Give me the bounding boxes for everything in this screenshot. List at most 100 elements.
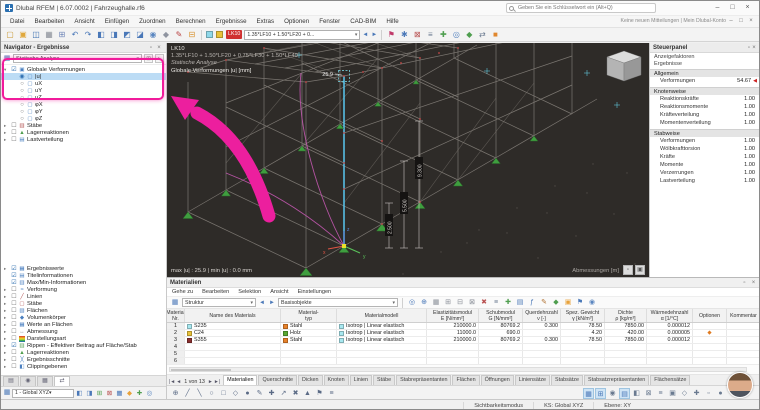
save-icon[interactable]: ◫ [32, 29, 40, 39]
flag-icon[interactable]: ⚑ [576, 298, 584, 306]
mdi-restore-button[interactable]: □ [739, 18, 743, 24]
fit-view-button[interactable]: ▫ [623, 265, 633, 275]
snap-off-icon[interactable]: ⊠ [645, 389, 652, 397]
plus-icon[interactable]: ✚ [693, 389, 700, 397]
tree-item[interactable]: ▾ ☑ ▣ Globale Verformungen [1, 66, 166, 74]
checkbox[interactable]: ☐ [11, 336, 17, 342]
target-icon[interactable]: ◎ [452, 29, 460, 39]
checkbox[interactable]: ☐ [11, 130, 17, 136]
maximize-button[interactable]: □ [730, 4, 735, 11]
expander-icon[interactable]: ▸ [4, 349, 7, 355]
table-row[interactable]: 5 [167, 351, 759, 358]
expander-icon[interactable]: ▸ [4, 335, 7, 341]
expander-icon[interactable]: ▸ [4, 265, 7, 271]
minimize-button[interactable]: – [715, 4, 720, 11]
frame-icon[interactable]: ▣ [669, 389, 676, 397]
menu-item[interactable]: CAD-BIM [350, 18, 377, 25]
open-icon[interactable]: ▣ [19, 29, 27, 39]
edit-icon[interactable]: ✎ [175, 29, 183, 39]
nav-tab-results[interactable]: ⇄ [54, 376, 70, 386]
snap-grid-icon[interactable]: ▦ [583, 387, 594, 399]
expander-icon[interactable]: ▸ [4, 286, 7, 292]
view-iso-icon[interactable]: ◪ [136, 29, 144, 39]
factor-row[interactable]: Knotenweise [650, 87, 759, 95]
star-icon[interactable]: ✱ [401, 29, 408, 39]
tree-item[interactable]: ▸ ☐ ↔ Abmessung [1, 328, 166, 336]
navigator-expand-button[interactable]: ▸ [155, 54, 164, 63]
mdi-minimize-button[interactable]: – [729, 18, 733, 24]
diamond-icon[interactable]: ◇ [681, 389, 688, 397]
table-category-select[interactable]: Basisobjekte ▾ [278, 298, 398, 307]
render-mode-icon[interactable]: ◆ [162, 29, 170, 39]
expander-icon[interactable]: ▸ [4, 300, 7, 306]
checkbox[interactable]: ☐ [11, 123, 17, 129]
menu-item[interactable]: Einfügen [104, 18, 130, 25]
table-tab[interactable]: Stabsätze [551, 375, 583, 385]
new-file-icon[interactable]: ▢ [6, 29, 14, 39]
table-tab[interactable]: Öffnungen [480, 375, 514, 385]
draw-arc-icon[interactable]: ○ [209, 389, 214, 397]
expander-icon[interactable]: ▸ [4, 363, 7, 369]
table-tab[interactable]: Linien [349, 375, 372, 385]
next-table-button[interactable]: ► [269, 299, 275, 306]
mdi-close-button[interactable]: × [749, 18, 753, 24]
checkbox[interactable]: ☐ [11, 357, 17, 363]
checkbox[interactable]: ☑ [11, 273, 17, 279]
table-view-icon[interactable]: ▤ [516, 298, 524, 306]
checkbox[interactable]: ☐ [11, 308, 17, 314]
checkbox[interactable]: ○ [20, 87, 24, 94]
zoom-in-icon[interactable]: ⊞ [96, 389, 103, 397]
draw-line-icon[interactable]: ╱ [185, 389, 190, 397]
checkbox[interactable]: ☐ [11, 364, 17, 370]
table-row[interactable]: 2 C24 Holz Isotrop | Linear elastisch 11… [167, 330, 759, 337]
tree-item[interactable]: ○ ▢ uY [1, 87, 166, 94]
materials-menu-item[interactable]: Einstellungen [297, 289, 332, 295]
next-loadcase-button[interactable]: ► [371, 31, 378, 38]
tree-item[interactable]: ▸ ☐ Darstellungsart [1, 335, 166, 342]
add-view-icon[interactable]: ✚ [136, 389, 143, 397]
find-icon[interactable]: ◎ [408, 298, 416, 306]
materials-menu-item[interactable]: Selektion [238, 289, 262, 295]
copy-icon[interactable]: ⊞ [58, 29, 66, 39]
factor-row[interactable]: Lastverteilung 1.00 [650, 177, 759, 185]
draw-list-icon[interactable]: ≡ [329, 389, 334, 397]
factor-row[interactable]: Verformungen 1.00 [650, 137, 759, 145]
table-tab[interactable]: Dicken [298, 375, 323, 385]
factor-value[interactable]: 1.00 [744, 112, 755, 118]
factor-value[interactable]: 1.00 [744, 104, 755, 110]
menu-item[interactable]: Fenster [319, 18, 341, 25]
first-page-button[interactable]: |◄ [169, 379, 176, 385]
tree-item[interactable]: ▸ ☐ ▢ Stäbe [1, 300, 166, 308]
tree-item[interactable]: ☑ ▤ Titelinformationen [1, 272, 166, 280]
table-group-select[interactable]: Struktur ▾ [182, 298, 256, 307]
tree-item[interactable]: ▸ ☐ ▲ Lagerreaktionen [1, 349, 166, 357]
view-yz-icon[interactable]: ◩ [123, 29, 131, 39]
user-avatar[interactable] [727, 372, 753, 398]
materials-menu-item[interactable]: Bearbeiten [202, 289, 230, 295]
load-combination-select[interactable]: 1.35*LF10 + 1.50*LF20 + 0... ▾ [244, 29, 361, 40]
tree-item[interactable]: ○ ▢ φY [1, 108, 166, 115]
delete-row-icon[interactable]: ⊠ [469, 298, 475, 306]
draw-tri-icon[interactable]: ▲ [304, 389, 311, 397]
redo-icon[interactable]: ↷ [84, 29, 92, 39]
prev-page-button[interactable]: ◄ [176, 379, 182, 385]
menu-item[interactable]: Ansicht [74, 18, 95, 25]
factor-value[interactable]: 1.00 [744, 146, 755, 152]
tree-item[interactable]: ▸ ☐ ◆ Volumenkörper [1, 314, 166, 322]
checkbox[interactable]: ☐ [11, 137, 17, 143]
factor-row[interactable]: Verformungen 54.67 ◀ [650, 77, 759, 85]
tree-item[interactable]: ◉ ▢ |u| [1, 73, 166, 80]
table-tab[interactable]: Materialien [223, 375, 258, 385]
delete-icon[interactable]: ✖ [481, 298, 487, 306]
draw-circle-icon[interactable]: ● [245, 389, 250, 397]
undo-icon[interactable]: ↶ [71, 29, 79, 39]
navigator-settings-button[interactable]: ⊞ [144, 54, 153, 63]
expander-icon[interactable]: ▸ [4, 356, 7, 362]
account-status[interactable]: Keine neuen Mitteilungen | Mein Dlubal-K… [620, 18, 726, 24]
checkbox[interactable]: ☐ [11, 329, 17, 335]
swap-icon[interactable]: ⇄ [479, 29, 486, 39]
table-tab[interactable]: Liniensätze [514, 375, 551, 385]
add-icon[interactable]: ✚ [440, 29, 447, 39]
close-icon[interactable]: × [751, 279, 756, 286]
table-tab[interactable]: Querschnitte [258, 375, 298, 385]
